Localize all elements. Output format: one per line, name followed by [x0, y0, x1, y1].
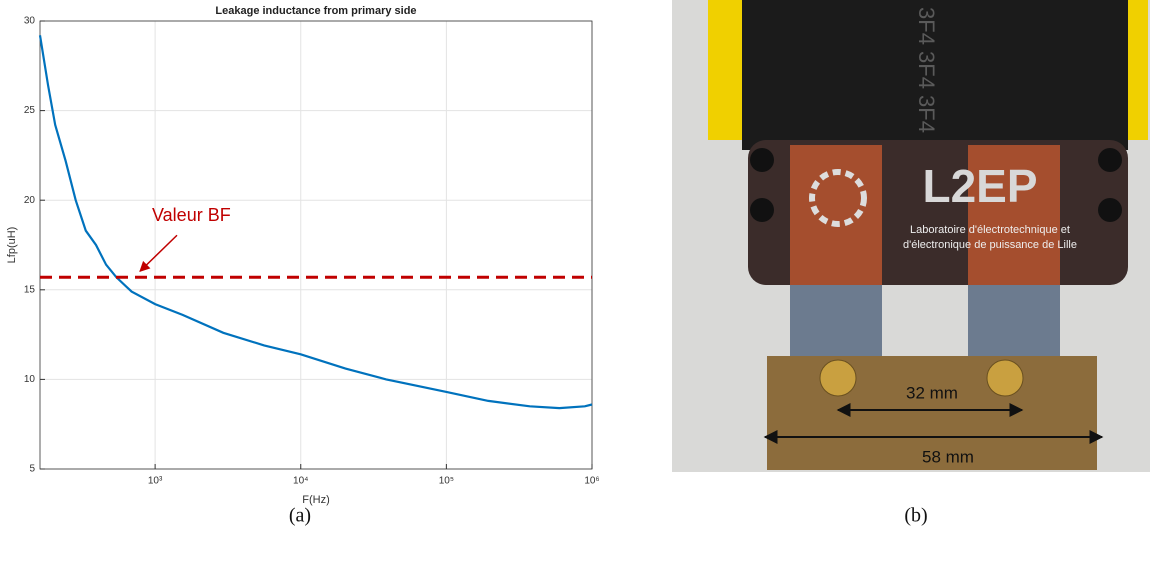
y-tick-label: 5 [29, 464, 35, 475]
y-tick-label: 15 [24, 284, 36, 295]
annotation-arrow [139, 234, 178, 272]
screw [1098, 198, 1122, 222]
data-line [38, 35, 593, 410]
annotation: Valeur BF [152, 205, 231, 225]
nut [819, 359, 857, 397]
core-marking: 3F4 3F4 3F4 [914, 7, 939, 133]
plot-area [40, 21, 592, 469]
x-tick-label: 10³ [148, 476, 163, 487]
dimension-label: 58 mm [922, 447, 974, 466]
logo: L2EP [922, 160, 1037, 212]
y-tick-label: 30 [24, 16, 36, 27]
chart-title: Leakage inductance from primary side [215, 5, 416, 17]
screw [750, 198, 774, 222]
y-tick-label: 10 [24, 374, 36, 385]
copper-band [968, 145, 1060, 285]
chart: 5 10 15 20 25 30 10³ 10⁴ 10⁵ 10⁶ Leakage inductanc… [6, 5, 600, 506]
caption: (b) [904, 505, 927, 527]
core [742, 0, 1128, 150]
x-tick-label: 10⁴ [293, 476, 308, 487]
y-tick-label: 25 [24, 105, 36, 116]
x-axis-label: F(Hz) [302, 494, 330, 506]
dimension-label: 32 mm [906, 383, 958, 402]
terminal-leg [790, 280, 882, 370]
x-tick-label: 10⁶ [584, 476, 599, 487]
screw [1098, 148, 1122, 172]
screw [750, 148, 774, 172]
photo: 3F4 3F4 3F4 L2EP Laboratoire d'électrote… [672, 0, 1150, 472]
logo-line: Laboratoire d'électrotechnique et [910, 224, 1070, 236]
plot-frame [39, 20, 593, 470]
logo-icon [809, 169, 867, 227]
nut [986, 359, 1024, 397]
y-tick-label: 20 [24, 195, 36, 206]
x-tick-label: 10⁵ [439, 476, 454, 487]
copper-band [790, 145, 882, 285]
terminal-leg [968, 280, 1060, 370]
y-axis-label: Lfp(uH) [6, 227, 18, 264]
logo-line: d'électronique de puissance de Lille [903, 239, 1077, 251]
caption: (a) [289, 505, 311, 527]
